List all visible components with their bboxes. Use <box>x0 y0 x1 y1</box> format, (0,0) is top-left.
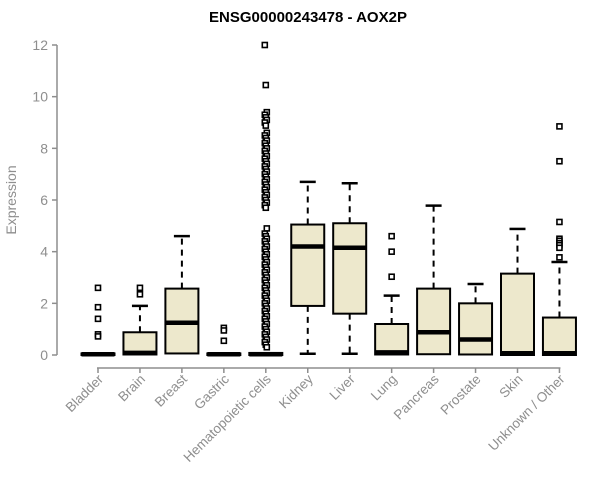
outlier-point-unknown-other <box>556 218 563 226</box>
outlier-point-unknown-other <box>556 244 563 252</box>
box-prostate <box>458 302 494 356</box>
outlier-point-hematopoietic-cells <box>263 225 271 232</box>
outlier-point-gastric <box>220 327 228 334</box>
box-pancreas <box>416 287 452 356</box>
box-unknown-other <box>541 316 577 356</box>
outlier-point-hematopoietic-cells <box>263 343 271 351</box>
outlier-point-hematopoietic-cells <box>262 122 270 129</box>
box-liver <box>332 222 368 315</box>
x-tick-label-brain: Brain <box>115 372 148 405</box>
x-tick-label-skin: Skin <box>496 372 525 401</box>
x-tick-label-pancreas: Pancreas <box>391 371 442 422</box>
x-tick-label-liver: Liver <box>327 371 359 403</box>
outlier-point-unknown-other <box>556 157 563 165</box>
y-tick-label: 6 <box>40 192 48 208</box>
outlier-point-brain <box>136 284 144 292</box>
outlier-point-unknown-other <box>556 254 563 261</box>
outlier-point-brain <box>136 290 144 298</box>
x-tick-label-gastric: Gastric <box>191 371 232 412</box>
y-tick-label: 0 <box>40 347 48 363</box>
box-kidney <box>290 223 326 307</box>
x-tick-label-kidney: Kidney <box>276 371 316 411</box>
outlier-point-bladder <box>94 333 102 340</box>
outlier-point-bladder <box>94 303 102 311</box>
outlier-point-lung <box>388 232 395 240</box>
outlier-point-unknown-other <box>556 123 563 130</box>
y-tick-label: 10 <box>32 89 48 105</box>
y-axis-title: Expression <box>3 165 19 234</box>
box-lung <box>374 323 410 356</box>
outlier-point-bladder <box>94 315 102 323</box>
x-tick-label-lung: Lung <box>368 372 400 404</box>
outlier-point-hematopoietic-cells <box>261 41 269 49</box>
y-tick-label: 4 <box>40 244 48 260</box>
chart-title: ENSG00000243478 - AOX2P <box>209 9 407 26</box>
y-tick-label: 12 <box>32 37 48 53</box>
outlier-point-bladder <box>94 284 102 292</box>
outlier-point-lung <box>388 248 395 255</box>
outlier-point-gastric <box>220 337 228 345</box>
box-skin <box>500 272 535 356</box>
outlier-point-hematopoietic-cells <box>262 81 270 89</box>
x-tick-label-bladder: Bladder <box>63 371 107 415</box>
outlier-point-hematopoietic-cells <box>262 204 270 212</box>
y-tick-label: 8 <box>40 140 48 156</box>
x-tick-label-unknown-other: Unknown / Other <box>485 371 568 454</box>
outlier-point-lung <box>388 273 395 281</box>
y-tick-label: 2 <box>40 295 48 311</box>
x-tick-label-breast: Breast <box>152 371 190 409</box>
x-tick-label-prostate: Prostate <box>438 372 484 418</box>
